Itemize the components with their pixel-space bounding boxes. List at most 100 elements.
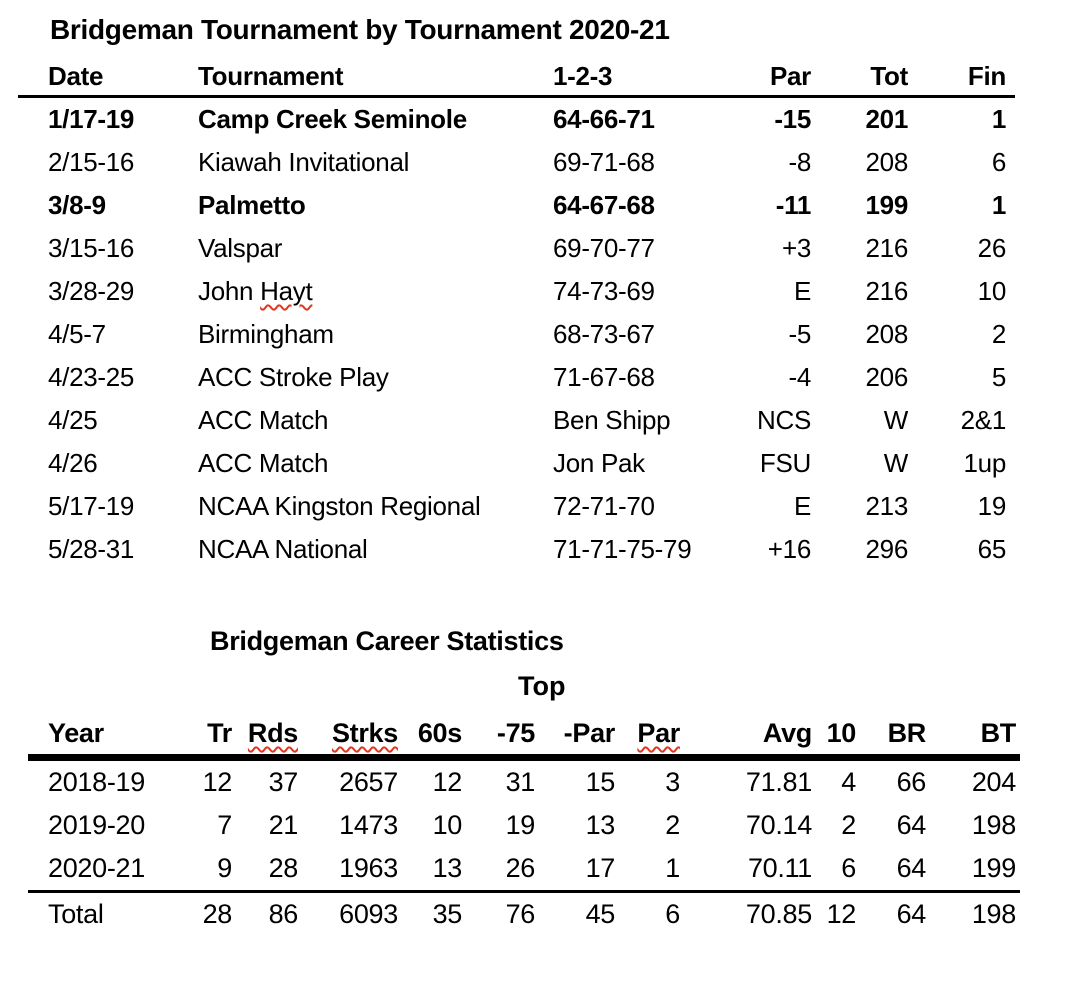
column-header-strokes: Strks [298,713,398,761]
career-cell-br: 64 [896,899,926,929]
column-header-rounds: Rds [232,713,298,761]
career-cell-75: 31 [505,767,535,797]
cell-tournament: Kiawah Invitational [198,147,410,177]
career-cell-year: Total [48,899,104,929]
column-header-sub75: -75 [462,713,535,761]
cell-date: 3/15-16 [48,233,135,263]
column-header-year-label: Year [48,718,104,748]
tournament-row: 4/5-7 Birmingham 68-73-67 -5 208 2 [18,313,1015,356]
tournament-row: 2/15-16 Kiawah Invitational 69-71-68 -8 … [18,141,1015,184]
cell-scores: 74-73-69 [553,276,655,306]
column-header-bt-label: BT [980,718,1017,748]
cell-finish: 19 [977,491,1007,521]
cell-total: 208 [865,319,908,349]
column-header-10-label: 10 [826,718,856,748]
career-cell-10: 6 [812,847,856,893]
career-cell-strks: 1473 [339,810,398,840]
career-cell-rds: 86 [268,899,298,929]
cell-tournament: NCAA National [198,534,368,564]
column-header-rounds: 1-2-3 [553,56,693,98]
cell-date: 4/26 [48,448,98,478]
cell-scores: 69-70-77 [553,233,655,263]
column-header-avg-label: Avg [762,718,812,748]
cell-scores: Ben Shipp [553,405,671,435]
tournament-row: 3/28-29 John Hayt 74-73-69 E 216 10 [18,270,1015,313]
tournament-row: 4/25 ACC Match Ben Shipp NCS W 2&1 [18,399,1015,442]
cell-finish: 5 [991,362,1006,392]
cell-date: 1/17-19 [48,104,135,134]
career-cell-10: 12 [826,899,856,929]
career-cell-bt: 198 [971,899,1016,929]
cell-total: 216 [865,276,908,306]
cell-date: 5/17-19 [48,491,135,521]
career-cell-tr: 12 [202,767,232,797]
column-header-tr-label: Tr [207,718,232,748]
cell-finish: 2 [991,319,1006,349]
career-cell-br: 64 [856,847,926,893]
career-cell-rds: 21 [268,810,298,840]
column-header-subpar-label: -Par [563,718,615,748]
cell-total: 208 [865,147,908,177]
career-cell-bt: 204 [971,767,1016,797]
career-cell-strks: 6093 [339,899,398,929]
career-row: Total 28 86 6093 35 76 45 6 70.85 12 64 198 [28,892,1020,937]
column-header-sub75-label: -75 [496,718,535,748]
column-header-strks-label: Strks [331,718,398,748]
cell-par: FSU [759,448,811,478]
tournament-table-body: 1/17-19 Camp Creek Seminole 64-66-71 -15… [18,97,1015,572]
column-header-date: Date [18,56,198,98]
cell-par: -15 [774,104,811,134]
cell-tournament: John Hayt [198,276,313,306]
cell-total: 216 [865,233,908,263]
cell-par: -8 [788,147,811,177]
career-cell-60s: 10 [432,810,462,840]
career-cell-rds: 37 [268,767,298,797]
cell-scores: 69-71-68 [553,147,655,177]
column-header-60s-label: 60s [417,718,462,748]
career-table: Year Tr Rds Strks 60s -75 -Par Par Avg 1… [28,713,1020,936]
column-header-best-round: BR [856,713,926,761]
career-cell-75: 76 [505,899,535,929]
column-header-par-label: Par [637,718,680,748]
career-cell-tr: 7 [217,810,232,840]
career-cell-par: 1 [615,847,680,893]
column-header-subpar: -Par [535,713,615,761]
cell-scores: 71-67-68 [553,362,655,392]
cell-finish: 26 [977,233,1007,263]
column-header-year: Year [28,713,165,761]
career-cell-bt: 198 [971,810,1016,840]
career-cell-avg: 71.81 [745,767,812,797]
career-cell-strks: 1963 [298,847,398,893]
career-cell-par: 17 [535,847,615,893]
document-page: Bridgeman Tournament by Tournament 2020-… [0,14,1066,936]
tournament-row: 4/26 ACC Match Jon Pak FSU W 1up [18,442,1015,485]
tournament-table: Date Tournament 1-2-3 Par Tot Fin 1/17-1… [18,56,1015,571]
column-header-finish: Fin [908,56,1015,98]
cell-scores: 72-71-70 [553,491,655,521]
career-cell-75: 26 [462,847,535,893]
career-cell-75: 19 [505,810,535,840]
career-cell-br: 66 [896,767,926,797]
cell-par: -5 [788,319,811,349]
cell-finish: 1 [991,190,1006,220]
career-cell-br: 64 [896,810,926,840]
column-header-tournaments: Tr [165,713,232,761]
cell-scores: 64-66-71 [553,104,655,134]
career-cell-bt: 199 [926,847,1020,893]
cell-total: 213 [865,491,908,521]
cell-tournament: Birmingham [198,319,334,349]
cell-finish: 65 [977,534,1007,564]
cell-date: 4/5-7 [48,319,106,349]
column-header-top10: 10 [812,713,856,761]
tournament-row: 5/28-31 NCAA National 71-71-75-79 +16 29… [18,528,1015,571]
cell-scores: 68-73-67 [553,319,655,349]
cell-par: E [793,276,811,306]
cell-par: -11 [775,190,811,220]
career-cell-avg: 70.11 [680,847,812,893]
cell-date: 4/23-25 [48,362,135,392]
career-cell-year: 2020-21 [28,847,165,893]
career-cell-year: 2019-20 [48,810,145,840]
cell-finish: 1 [991,104,1006,134]
cell-scores: 64-67-68 [553,190,655,220]
cell-total: W [883,405,908,435]
